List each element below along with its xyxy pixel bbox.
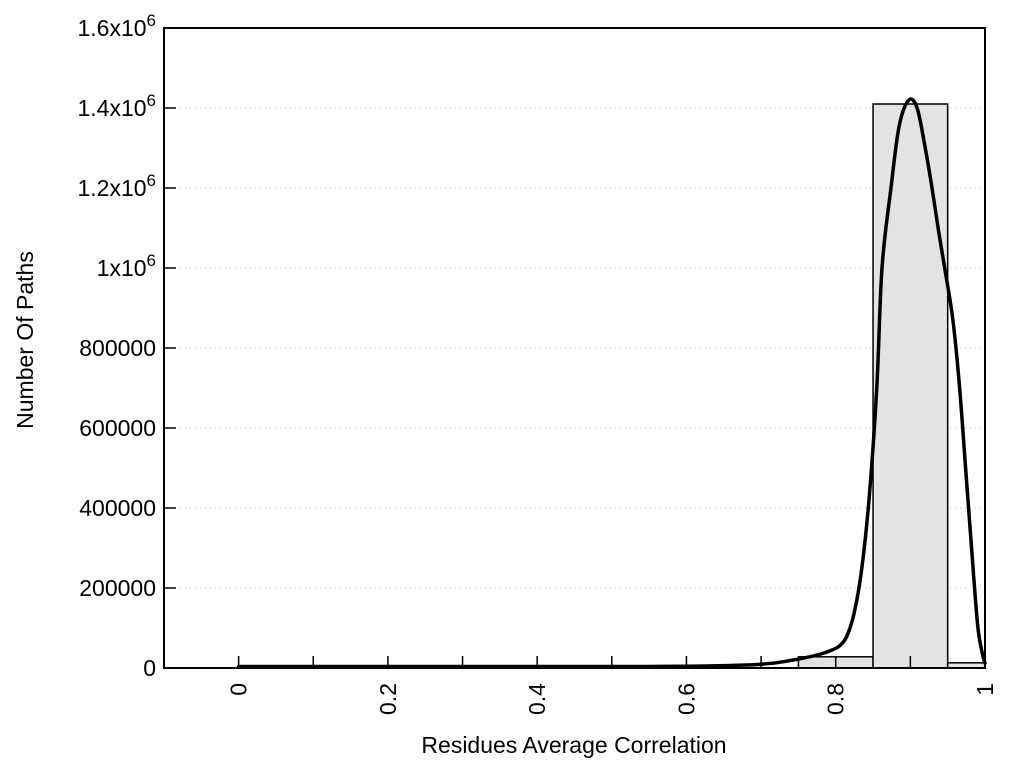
y-tick-label: 1x106 xyxy=(97,251,156,281)
y-tick-labels: 0 200000 400000 600000 800000 1x106 1.2x106 1.4… xyxy=(77,11,156,681)
y-tick-label: 1.6x106 xyxy=(77,11,156,41)
x-tick-label: 0.6 xyxy=(673,683,699,715)
x-tick-label: 0.8 xyxy=(823,683,849,715)
y-tick-label: 200000 xyxy=(79,575,156,601)
fit-curve xyxy=(236,97,987,669)
y-axis-title: Number Of Paths xyxy=(12,251,38,429)
x-axis-title: Residues Average Correlation xyxy=(421,732,726,758)
x-tick-label: 0.2 xyxy=(375,683,401,715)
x-tick-label: 0.4 xyxy=(524,683,550,715)
x-tick-label: 1 xyxy=(972,683,998,696)
y-tick-label: 400000 xyxy=(79,495,156,521)
x-tick-label: 0 xyxy=(226,683,252,696)
y-tick-label: 800000 xyxy=(79,335,156,361)
y-tick-label: 1.2x106 xyxy=(77,171,156,201)
y-tick-label: 1.4x106 xyxy=(77,91,156,121)
y-tick-label: 600000 xyxy=(79,415,156,441)
gridlines xyxy=(165,107,984,589)
fit-curve-path xyxy=(236,97,987,669)
histogram-bar xyxy=(872,103,949,669)
x-tick-labels: 0 0.2 0.4 0.6 0.8 1 xyxy=(226,683,998,715)
y-tick-label: 0 xyxy=(143,655,156,681)
axis-ticks xyxy=(164,27,986,669)
